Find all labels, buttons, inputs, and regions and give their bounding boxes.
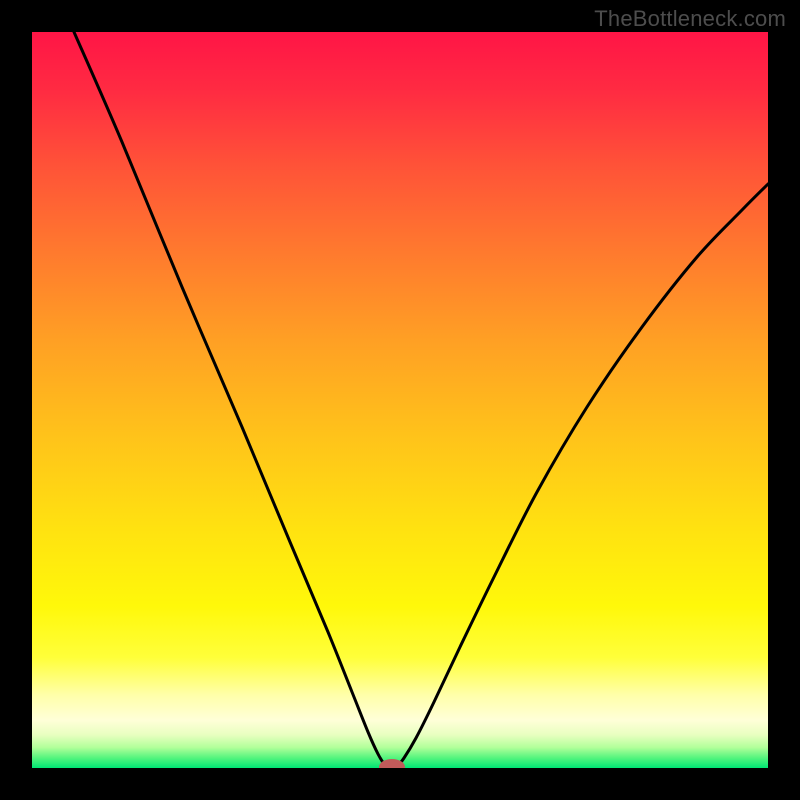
curve-left-branch xyxy=(74,32,387,767)
minimum-marker xyxy=(379,759,405,768)
plot-area xyxy=(32,32,768,768)
curve-layer xyxy=(32,32,768,768)
curve-right-branch xyxy=(397,184,768,767)
watermark-text: TheBottleneck.com xyxy=(594,6,786,32)
chart-frame: TheBottleneck.com xyxy=(0,0,800,800)
